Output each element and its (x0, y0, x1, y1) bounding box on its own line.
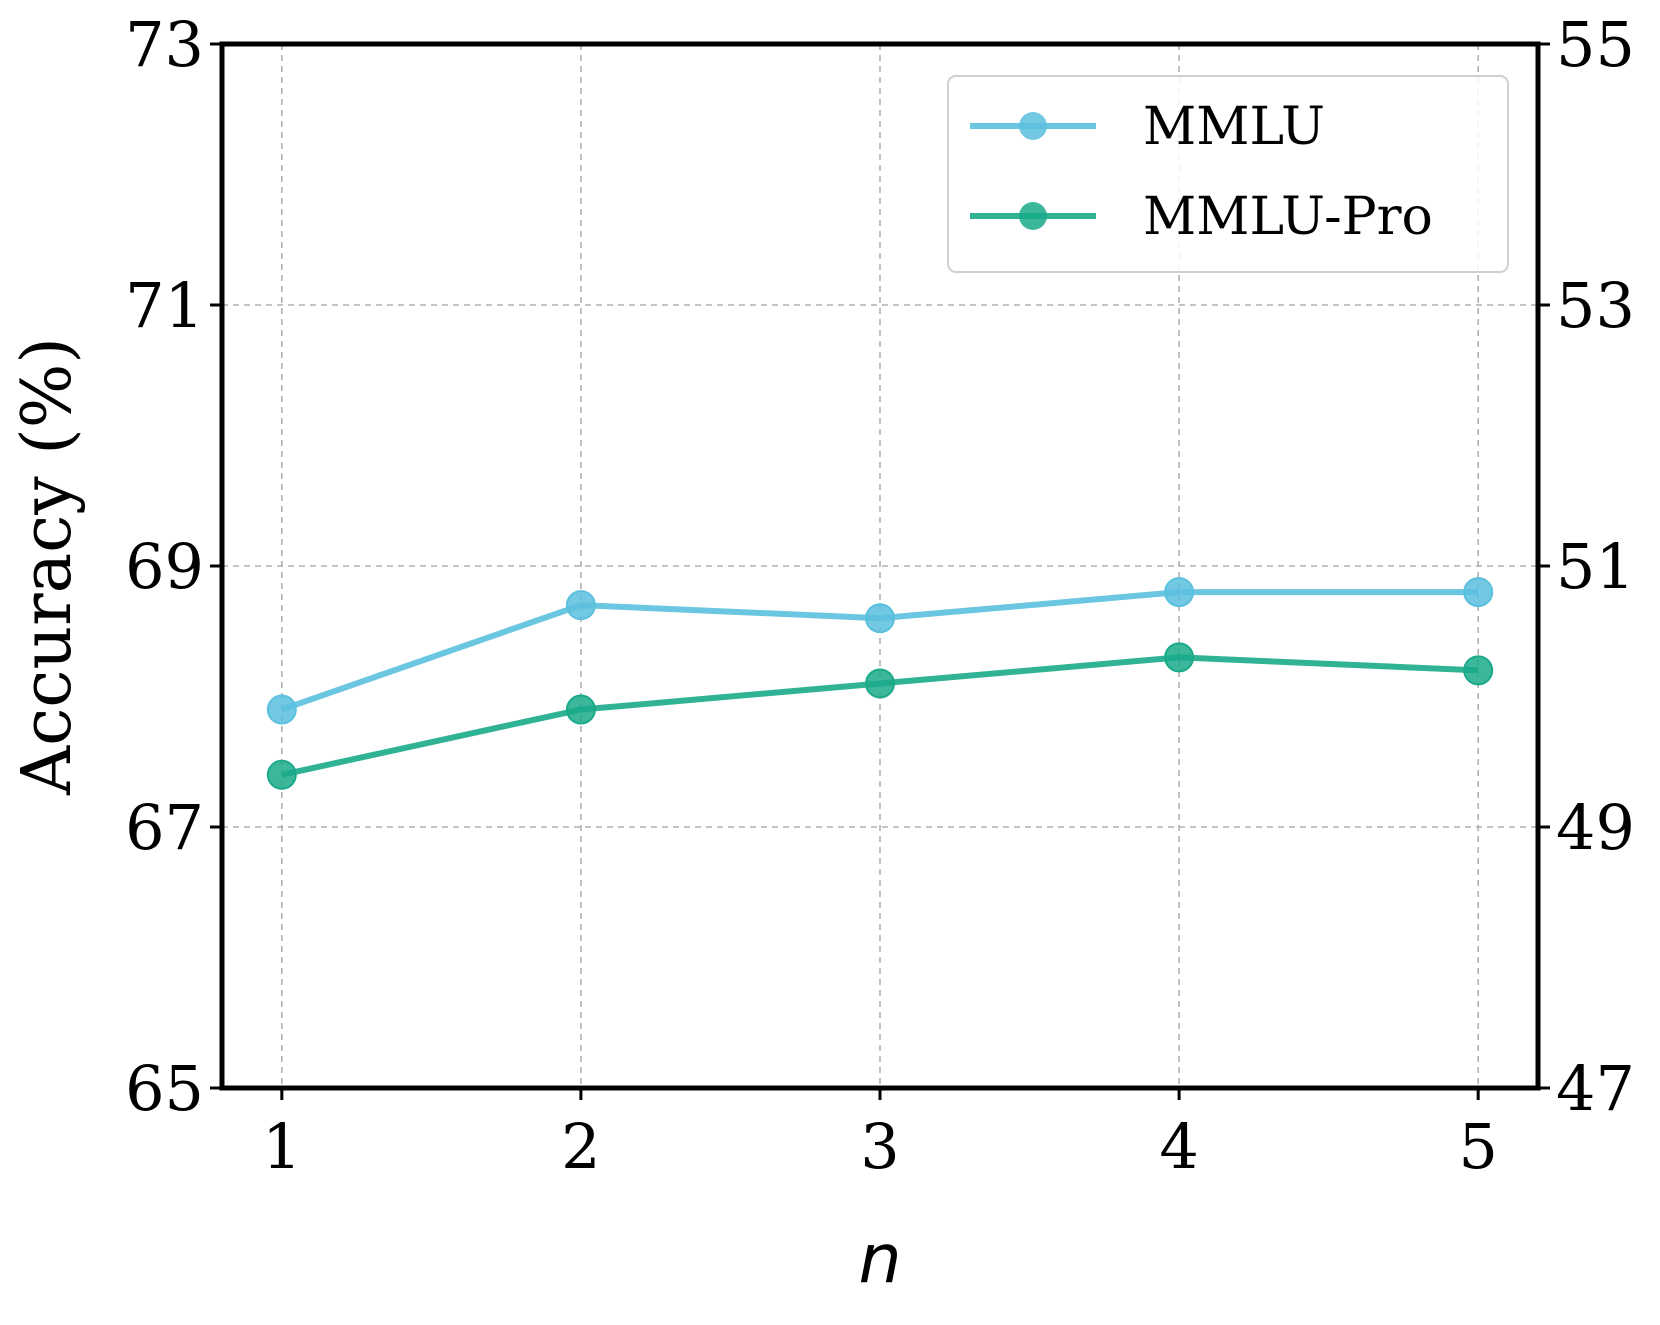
legend-marker-mmlu (1019, 112, 1047, 140)
y-left-tick-label: 67 (125, 791, 204, 864)
x-tick-label: 2 (561, 1110, 600, 1183)
data-point-mmlu-pro (565, 694, 596, 725)
data-point-mmlu-pro (1164, 642, 1195, 673)
legend-label-mmlu: MMLU (1143, 97, 1325, 157)
x-tick-label: 3 (860, 1110, 899, 1183)
y-left-tick-label: 65 (125, 1052, 204, 1125)
y-left-tick-label: 73 (125, 8, 204, 81)
data-point-mmlu (865, 603, 895, 634)
data-point-mmlu (565, 590, 596, 621)
data-point-mmlu-pro (1463, 655, 1494, 686)
x-axis-label: n (858, 1220, 901, 1299)
y-axis-label: Accuracy (%) (8, 337, 87, 796)
y-right-tick-label: 51 (1556, 530, 1635, 603)
ticks: 1 2 3 4 5 65 67 69 71 73 47 49 51 53 55 (125, 8, 1635, 1183)
legend-label-mmlu-pro: MMLU-Pro (1143, 187, 1433, 247)
legend-items: MMLU MMLU-Pro (970, 97, 1433, 247)
legend: MMLU MMLU-Pro (947, 75, 1509, 273)
data-point-mmlu (1463, 577, 1494, 608)
x-tick-label: 4 (1159, 1110, 1198, 1183)
data-point-mmlu-pro (865, 668, 895, 699)
series-layer (266, 577, 1494, 790)
y-right-tick-label: 47 (1556, 1052, 1635, 1125)
x-tick-label: 1 (262, 1110, 301, 1183)
y-left-tick-label: 69 (125, 530, 204, 603)
data-point-mmlu (1164, 577, 1195, 608)
y-right-tick-label: 49 (1556, 791, 1635, 864)
gridlines (222, 44, 1538, 1088)
legend-marker-mmlu-pro (1019, 202, 1047, 230)
data-point-mmlu (266, 694, 297, 725)
y-right-tick-label: 55 (1556, 8, 1635, 81)
data-point-mmlu-pro (266, 759, 297, 790)
y-right-tick-label: 53 (1556, 269, 1635, 342)
y-left-tick-label: 71 (125, 269, 204, 342)
x-tick-label: 5 (1458, 1110, 1497, 1183)
